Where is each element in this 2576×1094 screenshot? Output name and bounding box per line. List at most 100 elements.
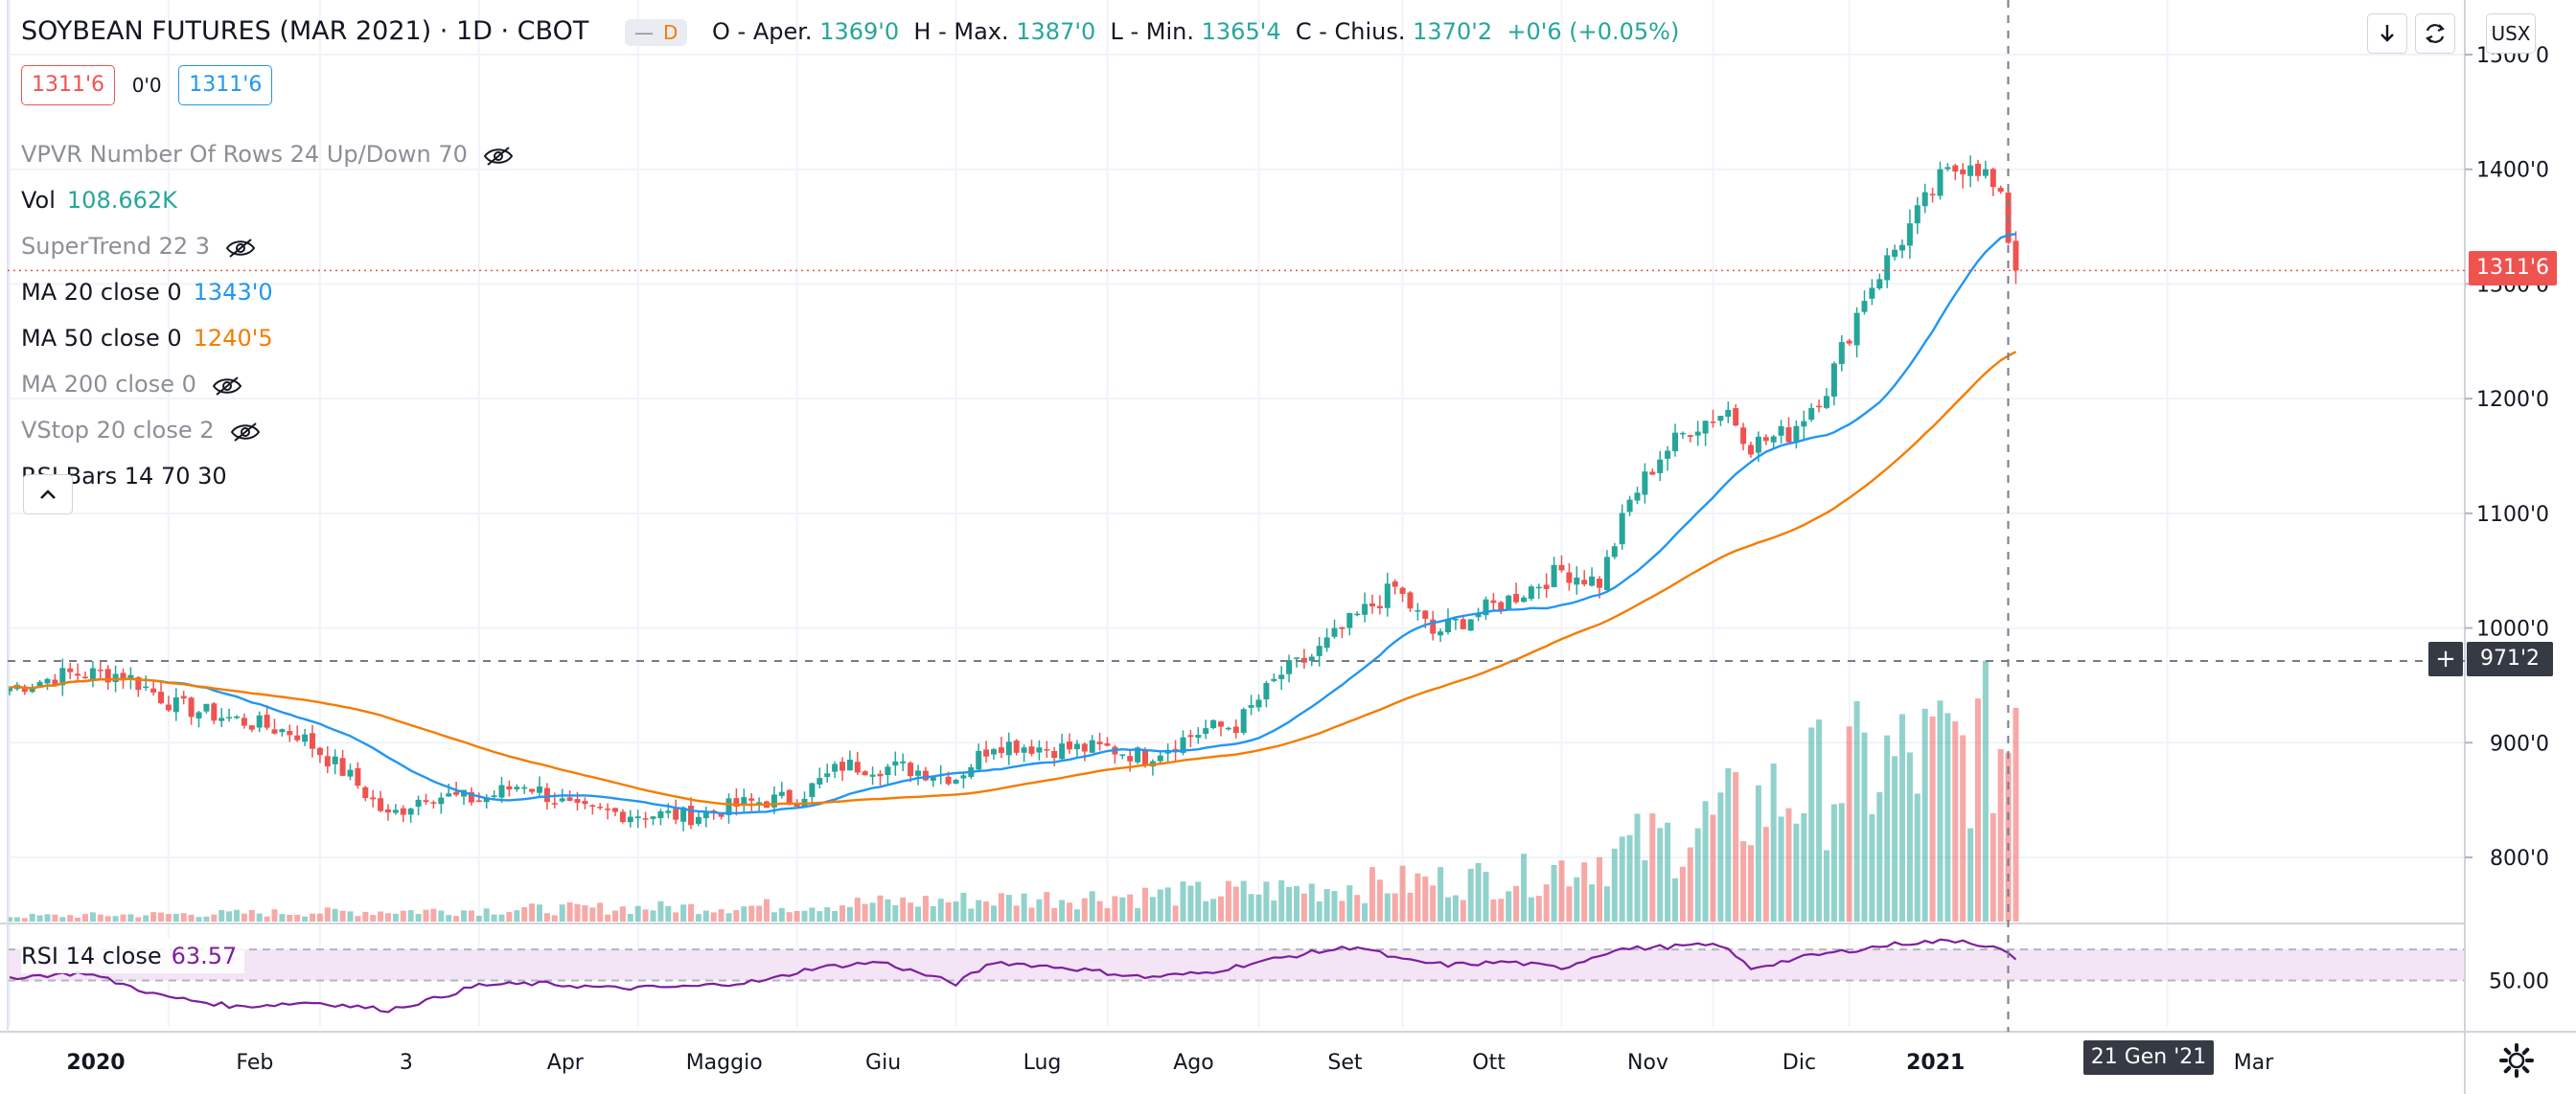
indicator-row[interactable]: VPVR Number Of Rows 24 Up/Down 70 (21, 138, 514, 171)
time-tick-label: Maggio (686, 1051, 763, 1075)
indicator-row[interactable]: MA 50 close 0 1240'5 (21, 322, 273, 354)
volume-bar (1975, 698, 1981, 922)
candle-body (385, 809, 391, 813)
candle (1589, 567, 1596, 587)
candle-body (702, 810, 709, 819)
volume-bar (1005, 895, 1012, 922)
candle-body (862, 771, 868, 776)
eye-crossed-icon[interactable] (483, 144, 514, 167)
candle-body (748, 798, 755, 801)
crosshair-add-button[interactable]: + (2428, 642, 2463, 676)
volume-bar (44, 914, 51, 922)
candle-body (302, 734, 309, 742)
candle-body (1089, 740, 1095, 753)
eye-crossed-icon[interactable] (230, 420, 261, 443)
indicator-row[interactable]: Vol 108.662K (21, 184, 177, 217)
currency-button[interactable]: USX (2486, 13, 2536, 54)
candle-body (498, 785, 505, 798)
candle-body (1255, 699, 1262, 708)
candle (582, 797, 588, 809)
candle (1376, 595, 1383, 615)
refresh-button[interactable] (2415, 13, 2455, 54)
volume-bar (786, 912, 793, 922)
candle-body (1104, 742, 1111, 746)
candle (869, 766, 876, 786)
volume-bar (770, 912, 777, 922)
low-label: L - Min. (1110, 18, 1194, 45)
indicator-row[interactable]: MA 20 close 0 1343'0 (21, 276, 273, 308)
volume-bar (748, 905, 755, 922)
volume-bar (1180, 881, 1186, 922)
volume-bar (801, 910, 808, 922)
candle-body (892, 761, 899, 766)
volume-bar (840, 905, 845, 922)
candle (1960, 163, 1966, 189)
volume-bar (82, 914, 88, 922)
candle (241, 713, 247, 729)
volume-bar (324, 907, 331, 922)
candle (1876, 273, 1883, 290)
candle (1438, 628, 1444, 643)
candle-body (778, 791, 785, 796)
candle-body (1634, 492, 1641, 501)
candle-body (1611, 546, 1618, 558)
volume-bar (862, 903, 868, 922)
volume-bar (1422, 876, 1429, 922)
volume-bar (218, 910, 225, 922)
candle (218, 708, 225, 727)
candle (892, 751, 899, 776)
candle-body (673, 809, 679, 820)
volume-bar (1490, 899, 1497, 922)
candle (347, 764, 354, 781)
buy-price-button[interactable]: 1311'6 (178, 65, 273, 105)
indicator-row[interactable]: SuperTrend 22 3 (21, 230, 256, 262)
volume-bar (1135, 907, 1141, 922)
market-status-badge[interactable]: — D (624, 19, 688, 46)
volume-bar (165, 914, 172, 922)
volume-bar (1574, 877, 1580, 922)
volume-bar (226, 911, 233, 922)
candle-body (1157, 755, 1163, 762)
indicator-row[interactable]: VStop 20 close 2 (21, 414, 261, 446)
candle (1921, 183, 1928, 214)
candle (234, 715, 240, 719)
volume-bar (702, 910, 709, 922)
candle (506, 780, 513, 797)
candle-body (1603, 557, 1610, 590)
collapse-legend-button[interactable] (23, 474, 73, 514)
candle-body (559, 798, 565, 802)
volume-bar (1044, 892, 1050, 922)
candle (75, 663, 81, 682)
time-tick-label: 3 (400, 1051, 413, 1075)
indicator-row[interactable]: MA 200 close 0 (21, 368, 242, 400)
candle (1483, 596, 1489, 621)
candle-body (1203, 728, 1209, 735)
volume-bar (302, 916, 309, 922)
candle (960, 772, 967, 788)
volume-bar (877, 895, 884, 922)
volume-bar (1551, 865, 1557, 922)
volume-bar (1384, 893, 1391, 922)
candle (1785, 417, 1792, 444)
eye-crossed-icon[interactable] (225, 236, 256, 259)
scroll-down-button[interactable] (2367, 13, 2407, 54)
volume-bar (1816, 719, 1823, 922)
eye-crossed-icon[interactable] (212, 374, 242, 397)
candle-body (1861, 301, 1868, 312)
volume-bar (854, 898, 861, 922)
volume-bar (1929, 716, 1936, 922)
volume-bar (483, 908, 490, 922)
symbol-title[interactable]: SOYBEAN FUTURES (MAR 2021) · 1D · CBOT (21, 16, 589, 46)
candle-body (597, 807, 604, 809)
candle-body (1597, 579, 1602, 588)
candle-body (991, 749, 997, 755)
candle (1626, 495, 1633, 516)
volume-bar (1634, 813, 1641, 922)
candle (589, 804, 596, 815)
candle (725, 793, 732, 824)
gear-icon[interactable] (2496, 1039, 2538, 1082)
sell-price-button[interactable]: 1311'6 (21, 65, 116, 105)
volume-bar (1187, 885, 1194, 922)
candle (1733, 403, 1739, 427)
